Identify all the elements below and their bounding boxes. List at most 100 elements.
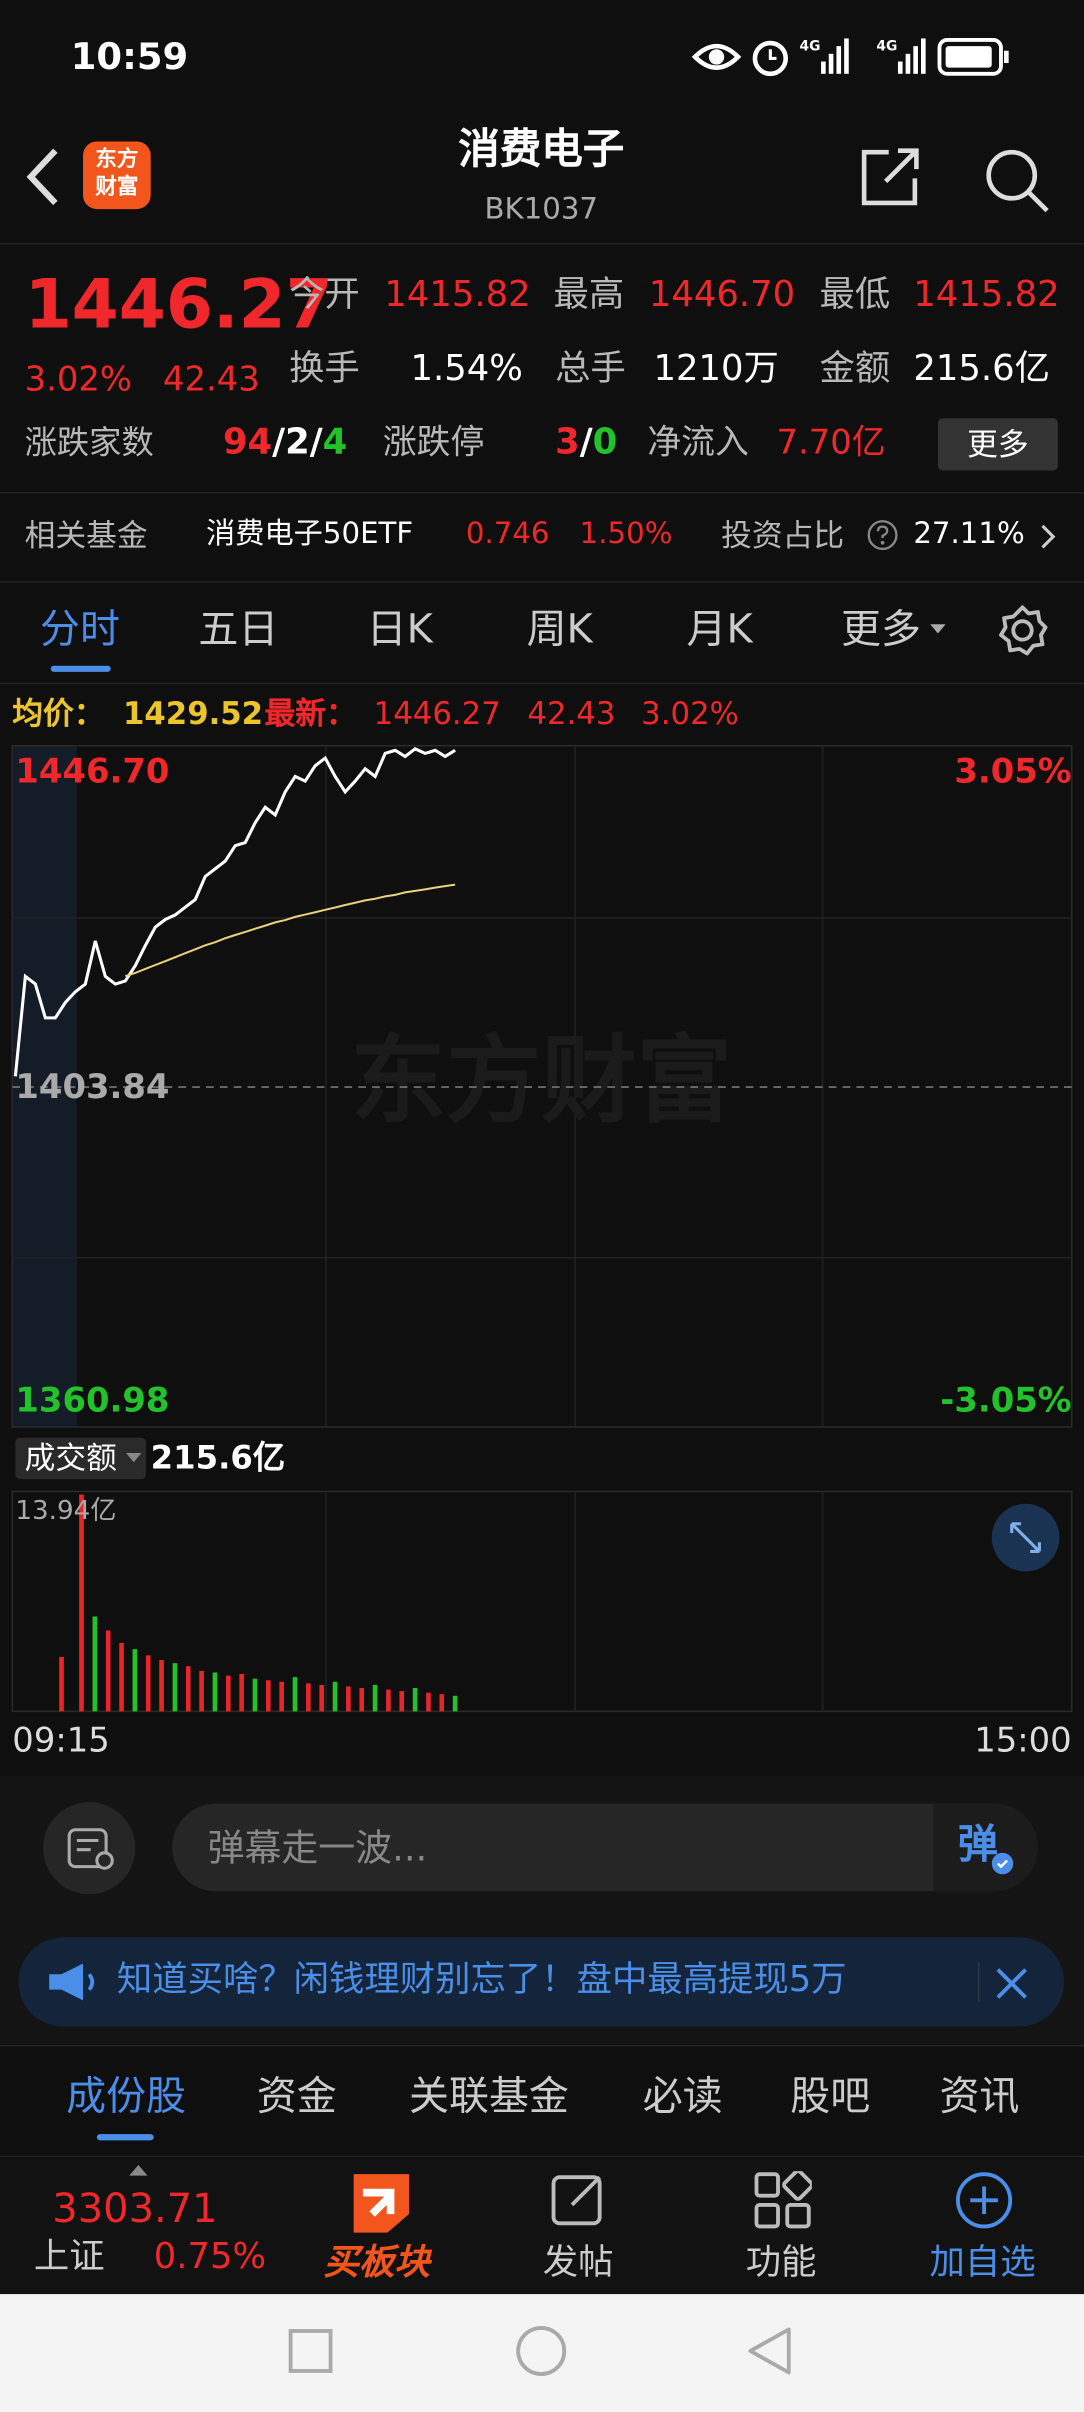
- limit-label: 涨跌停: [382, 424, 485, 463]
- time-end: 15:00: [974, 1722, 1072, 1761]
- limit-value: 3/0: [555, 422, 618, 463]
- chart-tab[interactable]: 分时: [39, 607, 120, 654]
- logo-text: 财富: [95, 175, 139, 200]
- field-value: 1446.70: [648, 275, 796, 316]
- field-label: 金额: [819, 349, 891, 390]
- content-tab[interactable]: 关联基金: [408, 2074, 569, 2121]
- volume-total: 215.6亿: [150, 1439, 286, 1477]
- breadth-label: 涨跌家数: [24, 424, 154, 462]
- nav-item[interactable]: 发帖: [542, 2243, 614, 2284]
- field-value: 1210万: [653, 349, 779, 390]
- content-tab[interactable]: 股吧: [790, 2074, 871, 2121]
- field-label: 今开: [289, 275, 360, 316]
- pct-tick-label: 3.05%: [954, 753, 1072, 792]
- nav-item[interactable]: 加自选: [929, 2243, 1036, 2284]
- volume-bar: [346, 1686, 351, 1712]
- avg-label: 均价：: [12, 694, 105, 732]
- chart-tab[interactable]: 五日: [198, 607, 279, 654]
- comment-settings[interactable]: [43, 1802, 136, 1895]
- index-value[interactable]: 3303.71: [52, 2186, 218, 2233]
- avg-line: [125, 883, 456, 978]
- chevron: [1041, 524, 1056, 549]
- volume-bar: [145, 1655, 151, 1712]
- price-tick-label: 1403.84: [15, 1068, 170, 1108]
- flat-count: /2/: [272, 422, 323, 463]
- field-value: 1415.82: [384, 275, 531, 316]
- chart-tab[interactable]: 更多: [841, 607, 922, 654]
- volume-bar: [279, 1681, 284, 1712]
- content-tab[interactable]: 资金: [256, 2074, 337, 2121]
- volume-bar: [452, 1695, 458, 1712]
- divider: [0, 682, 1084, 685]
- functions-icon: [754, 2171, 812, 2229]
- banner-separator: [977, 1961, 980, 2002]
- content-tab[interactable]: 成份股: [66, 2074, 187, 2121]
- buy-board-icon: [353, 2174, 409, 2233]
- divider: [0, 242, 1084, 245]
- divider: [0, 492, 1084, 494]
- system-nav: [0, 2294, 1084, 2412]
- nav-item[interactable]: 功能: [745, 2243, 817, 2284]
- limit-down: 0: [592, 422, 618, 463]
- volume-bar: [426, 1692, 431, 1712]
- content-tab[interactable]: 必读: [642, 2074, 723, 2121]
- volume-bar: [225, 1675, 231, 1712]
- field-value: 1415.82: [913, 275, 1060, 316]
- app-logo: 东方 财富: [83, 141, 151, 210]
- time-start: 09:15: [12, 1722, 110, 1761]
- chart-tab[interactable]: 日K: [366, 607, 433, 654]
- fund-pct: 1.50%: [579, 516, 673, 551]
- volume-bar: [132, 1649, 138, 1712]
- change-pct: 3.02%: [24, 361, 133, 400]
- volume-bar: [199, 1670, 204, 1712]
- comment-placeholder: 弹幕走一波...: [207, 1826, 428, 1870]
- search-button[interactable]: [981, 145, 1052, 216]
- inflow-value: 7.70亿: [776, 424, 886, 463]
- share-button[interactable]: [858, 145, 923, 210]
- page-title: 消费电子: [458, 126, 625, 174]
- last-price: 1446.27: [24, 266, 333, 345]
- megaphone-icon: [49, 1963, 95, 2001]
- help-icon[interactable]: [866, 518, 900, 552]
- volume-bar: [266, 1680, 271, 1712]
- fund-name[interactable]: 消费电子50ETF: [206, 516, 414, 551]
- volume-bar: [386, 1689, 391, 1712]
- settings-button[interactable]: [995, 603, 1050, 658]
- system-nav-buttons[interactable]: [0, 2294, 1084, 2412]
- price-tick-label: 1360.98: [15, 1382, 170, 1421]
- volume-bar: [105, 1630, 111, 1712]
- chart-tab[interactable]: 周K: [526, 607, 593, 654]
- svg-text:4G: 4G: [876, 39, 897, 55]
- last-pct: 3.02%: [641, 694, 739, 732]
- nav-item[interactable]: 买板块: [323, 2243, 430, 2284]
- up-marker: [129, 2164, 148, 2176]
- status-time: 10:59: [70, 35, 189, 79]
- volume-bar: [212, 1672, 218, 1712]
- logo-text: 东方: [95, 147, 139, 173]
- back-button[interactable]: [22, 145, 68, 210]
- more-button[interactable]: 更多: [937, 418, 1058, 471]
- tab-indicator: [50, 665, 111, 672]
- chart-tab[interactable]: 月K: [686, 607, 753, 654]
- field-label: 总手: [555, 349, 626, 390]
- volume-bar: [372, 1684, 378, 1712]
- fund-label: 相关基金: [24, 516, 148, 554]
- pct-tick-label: -3.05%: [940, 1382, 1072, 1421]
- promo-banner[interactable]: 知道买啥？闲钱理财别忘了！盘中最高提现5万: [18, 1937, 1065, 2027]
- banner-text: 知道买啥？闲钱理财别忘了！盘中最高提现5万: [116, 1960, 847, 2001]
- banner-close[interactable]: [993, 1965, 1030, 2002]
- dropdown-arrow: [126, 1453, 142, 1463]
- content-tab[interactable]: 资讯: [939, 2074, 1020, 2121]
- volume-max-label: 13.94亿: [15, 1496, 117, 1527]
- board-code: BK1037: [484, 192, 599, 227]
- last-change: 42.43: [527, 694, 616, 732]
- comment-input[interactable]: 弹幕走一波... 弹: [172, 1803, 1038, 1892]
- field-value: 1.54%: [410, 349, 523, 390]
- volume-bar: [79, 1494, 84, 1712]
- price-tick-label: 1446.70: [15, 753, 170, 792]
- field-label: 换手: [289, 349, 360, 390]
- volume-selector[interactable]: 成交额: [15, 1437, 147, 1480]
- volume-label: 成交额: [24, 1439, 117, 1477]
- danmaku-button[interactable]: 弹: [933, 1803, 1038, 1892]
